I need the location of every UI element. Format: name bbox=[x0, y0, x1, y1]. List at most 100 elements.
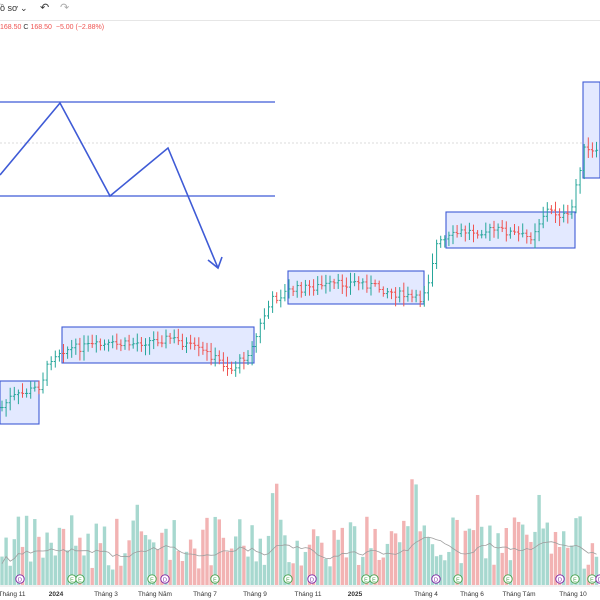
ohlc-bar bbox=[582, 143, 586, 180]
volume-bar bbox=[119, 565, 123, 585]
ohlc-bar bbox=[525, 229, 529, 244]
volume-bar bbox=[291, 563, 295, 585]
time-axis-label: Tháng 10 bbox=[559, 591, 587, 598]
ohlc-bar bbox=[394, 287, 398, 307]
ohlc-bar bbox=[439, 235, 443, 248]
ohlc-bar bbox=[517, 226, 521, 242]
ohlc-bar bbox=[332, 278, 336, 290]
double-top-drawing[interactable] bbox=[0, 101, 275, 270]
volume-bar bbox=[521, 524, 525, 585]
ohlc-bar bbox=[476, 230, 480, 239]
volume-bar bbox=[311, 529, 316, 585]
volume-bar bbox=[37, 536, 41, 585]
svg-text:E: E bbox=[150, 578, 154, 584]
ohlc-bar bbox=[168, 332, 172, 344]
earnings-marker: E bbox=[210, 574, 220, 584]
earnings-marker: E bbox=[147, 574, 157, 584]
volume-bar bbox=[8, 565, 12, 585]
ohlc-legend: 168.50 C 168.50 −5.00 (−2.88%) bbox=[0, 24, 106, 31]
ohlc-bar bbox=[16, 389, 20, 405]
ohlc-bar bbox=[45, 360, 49, 386]
earnings-marker: E bbox=[369, 574, 379, 584]
volume-bar bbox=[213, 516, 217, 585]
ohlc-bar bbox=[102, 339, 107, 351]
volume-bar bbox=[115, 518, 119, 585]
volume-bar bbox=[123, 553, 127, 585]
ohlc-bar bbox=[467, 222, 471, 241]
ohlc-bar bbox=[381, 286, 385, 297]
ohlc-bar bbox=[25, 388, 29, 398]
layout-name-label[interactable]: ồ sơ bbox=[0, 3, 18, 13]
ohlc-bar bbox=[357, 276, 361, 291]
undo-icon[interactable]: ↶ bbox=[40, 2, 50, 14]
ohlc-bar bbox=[303, 279, 307, 296]
chart-grid bbox=[0, 142, 600, 587]
volume-bar bbox=[529, 541, 533, 585]
redo-icon[interactable]: ↷ bbox=[60, 2, 70, 14]
ohlc-bar bbox=[70, 339, 74, 358]
ohlc-bar bbox=[590, 142, 594, 158]
ohlc-bar bbox=[238, 354, 242, 374]
volume-bar bbox=[78, 537, 82, 585]
volume-bar bbox=[234, 536, 238, 585]
ohlc-bar bbox=[541, 206, 545, 229]
ohlc-bar bbox=[176, 328, 180, 345]
ohlc-bar bbox=[426, 274, 430, 301]
ohlc-bar bbox=[230, 361, 234, 375]
volume-bar bbox=[443, 560, 447, 585]
volume-bar bbox=[377, 559, 381, 585]
ohlc-bar bbox=[111, 335, 115, 349]
volume-bar bbox=[451, 517, 455, 585]
volume-bar bbox=[24, 515, 29, 585]
ohlc-bar bbox=[488, 223, 492, 241]
volume-bar bbox=[582, 568, 586, 585]
volume-bar bbox=[188, 539, 193, 585]
volume-bar bbox=[98, 543, 103, 585]
legend-close-label: C bbox=[23, 24, 29, 31]
volume-bar bbox=[357, 564, 361, 585]
ohlc-bar bbox=[283, 284, 287, 302]
volume-bar bbox=[344, 557, 349, 585]
svg-text:E: E bbox=[590, 578, 594, 584]
ohlc-bar bbox=[74, 338, 78, 355]
volume-bar bbox=[586, 564, 590, 585]
volume-bar bbox=[135, 504, 139, 585]
volume-bar bbox=[279, 519, 283, 585]
volume-bar bbox=[164, 528, 168, 585]
volume-bar bbox=[557, 546, 562, 585]
volume-bar bbox=[549, 553, 554, 585]
volume-bar bbox=[131, 520, 135, 585]
volume-bar bbox=[332, 530, 336, 585]
ohlc-bar bbox=[33, 381, 37, 392]
ohlc-bar bbox=[492, 220, 496, 238]
volume-bar bbox=[258, 538, 262, 585]
ohlc-bar bbox=[455, 224, 459, 238]
volume-bar bbox=[590, 543, 595, 585]
pattern-path[interactable] bbox=[0, 101, 219, 269]
chevron-down-icon[interactable]: ⌄ bbox=[20, 3, 28, 13]
volume-bar bbox=[398, 542, 402, 585]
volume-bar bbox=[471, 530, 476, 585]
ohlc-bar bbox=[480, 229, 484, 239]
time-axis-label: Tháng Năm bbox=[138, 591, 172, 598]
volume-bar bbox=[168, 559, 172, 585]
ohlc-bars bbox=[0, 137, 599, 417]
volume-bar bbox=[504, 528, 508, 585]
ohlc-bar bbox=[90, 334, 94, 348]
volume-bar bbox=[410, 479, 414, 585]
svg-text:E: E bbox=[213, 578, 217, 584]
volume-bar bbox=[49, 542, 53, 585]
event-markers: DEEEDEEDEEDEEDEED bbox=[15, 574, 600, 584]
earnings-marker: E bbox=[361, 574, 371, 584]
ohlc-bar bbox=[250, 341, 254, 366]
ohlc-bar bbox=[225, 356, 230, 376]
volume-bar bbox=[336, 539, 340, 585]
ohlc-bar bbox=[271, 291, 275, 313]
ohlc-bar bbox=[562, 204, 566, 223]
ohlc-bar bbox=[570, 199, 574, 219]
volume-bar bbox=[385, 543, 390, 585]
volume-bar bbox=[172, 520, 176, 585]
volume-bar bbox=[160, 532, 164, 585]
ohlc-bar bbox=[316, 276, 320, 295]
